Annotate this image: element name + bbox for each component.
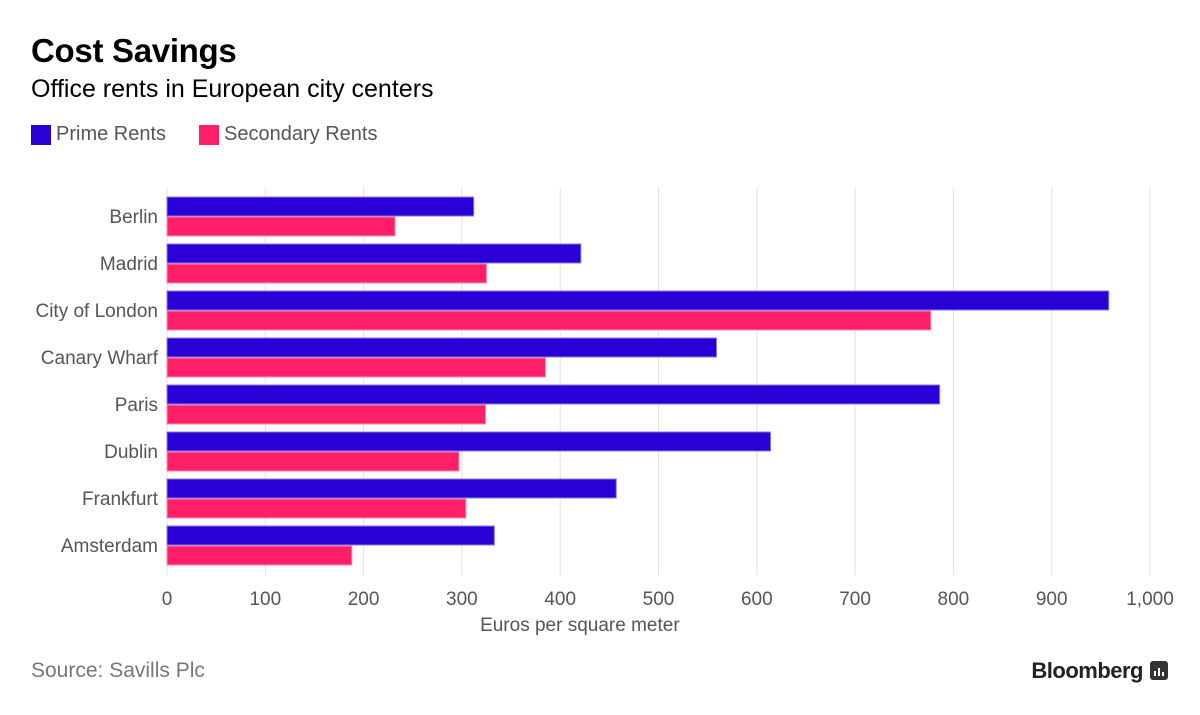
bar-secondary — [166, 498, 467, 519]
bar-secondary — [166, 545, 353, 566]
category-label: City of London — [35, 301, 158, 322]
x-tick-label: 200 — [348, 589, 380, 610]
bar-secondary — [166, 451, 460, 472]
bar-prime — [166, 431, 772, 452]
bar-prime — [166, 337, 717, 358]
bloomberg-logo: Bloomberg — [1031, 658, 1143, 683]
category-label: Berlin — [109, 207, 158, 228]
legend-swatch-prime — [31, 124, 51, 145]
category-label: Madrid — [100, 254, 158, 275]
x-tick-label: 700 — [839, 589, 871, 610]
bloomberg-chat-icon — [1150, 661, 1168, 680]
category-label: Amsterdam — [61, 536, 158, 557]
legend-item-prime: Prime Rents — [31, 123, 166, 146]
bar-prime — [166, 290, 1110, 311]
x-tick-label: 800 — [938, 589, 970, 610]
x-tick-label: 500 — [643, 589, 675, 610]
bar-prime — [166, 525, 495, 546]
legend-item-secondary: Secondary Rents — [199, 123, 377, 146]
bar-prime — [166, 196, 475, 217]
source-note: Source: Savills Plc — [31, 659, 205, 682]
x-tick-label: 600 — [741, 589, 773, 610]
legend-label-prime: Prime Rents — [56, 123, 167, 145]
category-label: Dublin — [104, 442, 158, 463]
bar-secondary — [166, 404, 486, 425]
legend-label-secondary: Secondary Rents — [224, 123, 378, 145]
bar-secondary — [166, 357, 546, 378]
bar-secondary — [166, 263, 487, 284]
chart-title: Cost Savings — [31, 32, 237, 69]
bar-secondary — [166, 216, 396, 237]
x-tick-label: 400 — [544, 589, 576, 610]
x-axis-title: Euros per square meter — [480, 615, 680, 636]
x-tick-label: 0 — [162, 589, 173, 610]
bar-prime — [166, 384, 941, 405]
legend: Prime Rents Secondary Rents — [31, 123, 410, 146]
category-label: Canary Wharf — [41, 348, 159, 369]
bar-prime — [166, 478, 617, 499]
x-tick-label: 900 — [1036, 589, 1068, 610]
category-label: Frankfurt — [82, 489, 159, 510]
bar-prime — [166, 243, 582, 264]
x-tick-label: 100 — [249, 589, 281, 610]
chart-subtitle: Office rents in European city centers — [31, 75, 434, 103]
legend-swatch-secondary — [199, 124, 220, 145]
category-label: Paris — [115, 395, 158, 416]
x-tick-label: 300 — [446, 589, 478, 610]
x-tick-label: 1,000 — [1126, 589, 1174, 610]
bar-secondary — [166, 310, 932, 331]
